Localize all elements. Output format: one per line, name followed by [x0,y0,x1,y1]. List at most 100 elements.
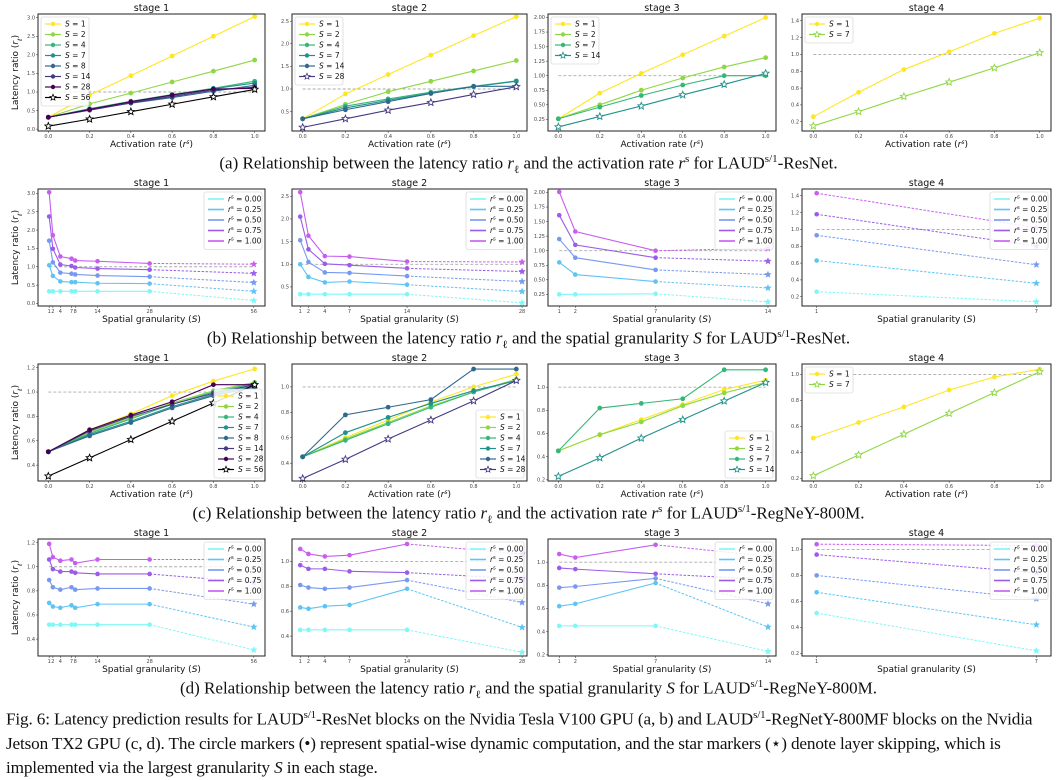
x-tick-label: 2 [307,309,310,315]
series-line [48,88,255,127]
series-line-dashed [407,275,523,283]
circle-marker [404,259,410,264]
legend-label: S = 7 [749,455,770,464]
circle-marker [306,259,311,265]
legend-item: rs = 1.00 [719,237,773,246]
legend-item: rs = 0.25 [470,555,524,564]
x-tick-label: 0.4 [637,484,645,490]
legend-label: rs = 0.00 [739,195,773,204]
y-tick-label: 0.4 [791,625,799,631]
series-line [813,52,1040,127]
legend-label: S = 2 [319,30,340,39]
legend-label: rs = 0.25 [739,555,773,564]
circle-marker [572,242,578,248]
legend-circle-marker [223,393,229,399]
circle-marker [513,78,519,84]
chart-title: stage 4 [909,3,944,14]
x-tick-label: 0.4 [900,484,908,490]
circle-marker [95,601,100,607]
x-tick-label: 14 [94,659,100,665]
variable-symbol: S [693,328,702,348]
star-marker [1032,646,1041,654]
chart-svg: stage 4 0.2 0.4 0.6 0.8 1.0 1.2 1.4 1 7 Spatial gr… [791,178,1052,325]
series-s-1 [810,15,1043,120]
circle-marker [46,238,52,244]
chart-b4: stage 4 0.2 0.4 0.6 0.8 1.0 1.2 1.4 1 7 Spatial gr… [786,175,1057,329]
x-tick-label: 56 [251,659,257,665]
y-tick-label: 1.0 [27,390,35,396]
x-tick-label: 0.4 [900,134,908,140]
y-axis-label: Latency ratio (rℓ) [11,35,24,110]
legend-label: S = 7 [500,444,521,453]
y-tick-label: 0.8 [791,244,799,250]
y-tick-label: 0.4 [791,103,799,109]
x-tick-label: 14 [94,309,100,315]
series-r-s-0-25 [297,586,526,631]
legend-item: rs = 0.00 [208,545,262,554]
circle-marker [297,214,303,219]
star-marker [1035,47,1045,57]
circle-marker [87,107,92,112]
series-line [558,382,766,477]
circle-marker [128,73,134,79]
circle-marker [58,558,63,564]
plot-frame [547,13,777,132]
chart-title: stage 3 [644,3,679,14]
chart-title: stage 2 [392,3,427,14]
subcaption-text: for LAUD [701,328,778,348]
x-tick-label: 14 [765,659,771,665]
y-tick-label: 3.0 [27,191,35,197]
x-tick-label: 2 [574,309,577,315]
star-marker [764,647,772,655]
legend-item: rs = 0.25 [208,555,262,564]
circle-marker [810,435,816,441]
star-marker [553,471,563,481]
series-line [302,59,517,120]
circle-marker [211,382,216,388]
legend-item: rs = 0.00 [208,195,262,204]
circle-marker [297,627,303,633]
circle-marker [471,366,476,372]
legend-circle-marker [304,53,310,58]
x-tick-label: 2 [307,659,310,665]
circle-marker [572,601,578,607]
circle-marker [128,412,134,418]
x-tick-label: 7 [654,659,657,665]
star-marker [250,379,260,389]
y-tick-label: 1.25 [534,234,545,240]
circle-marker [653,255,658,260]
y-tick-label: 0.6 [27,438,35,444]
legend-item: rs = 0.75 [208,226,262,235]
circle-marker [297,562,303,568]
circle-marker [471,83,476,89]
legend-item: rs = 0.25 [994,555,1048,564]
legend-label: S = 7 [65,51,86,60]
x-tick-label: 0.8 [720,134,728,140]
x-axis-label: Spatial granularity (S) [102,665,201,675]
circle-marker [814,573,819,578]
circle-marker [428,397,434,403]
circle-marker [638,70,644,76]
star-marker [298,473,308,483]
circle-marker [680,75,686,81]
circle-marker [72,265,78,270]
y-tick-label: 1.0 [537,560,545,566]
circle-marker [147,274,152,279]
star-marker [250,600,258,608]
circle-marker [404,273,410,279]
x-axis-label: Activation rate (rs) [368,489,451,501]
legend-box [989,541,1049,600]
y-tick-label: 1.0 [281,87,289,93]
legend-label: S = 2 [65,30,86,39]
circle-marker [347,602,352,608]
circle-marker [95,557,100,562]
circle-marker [87,433,92,439]
circle-marker [404,266,410,271]
legend: S = 1S = 2 S = 7S = 14 [724,430,775,479]
y-tick-label: 0.0 [27,301,35,307]
x-axis-label: Spatial granularity (S) [877,665,976,675]
chart-svg: stage 3 0.2 0.4 0.6 0.8 1.0 0.0 0.2 0.4 0.6 0.8 1.0… [537,353,777,500]
circle-marker [347,262,352,268]
legend-item: S = 7 [45,51,86,60]
